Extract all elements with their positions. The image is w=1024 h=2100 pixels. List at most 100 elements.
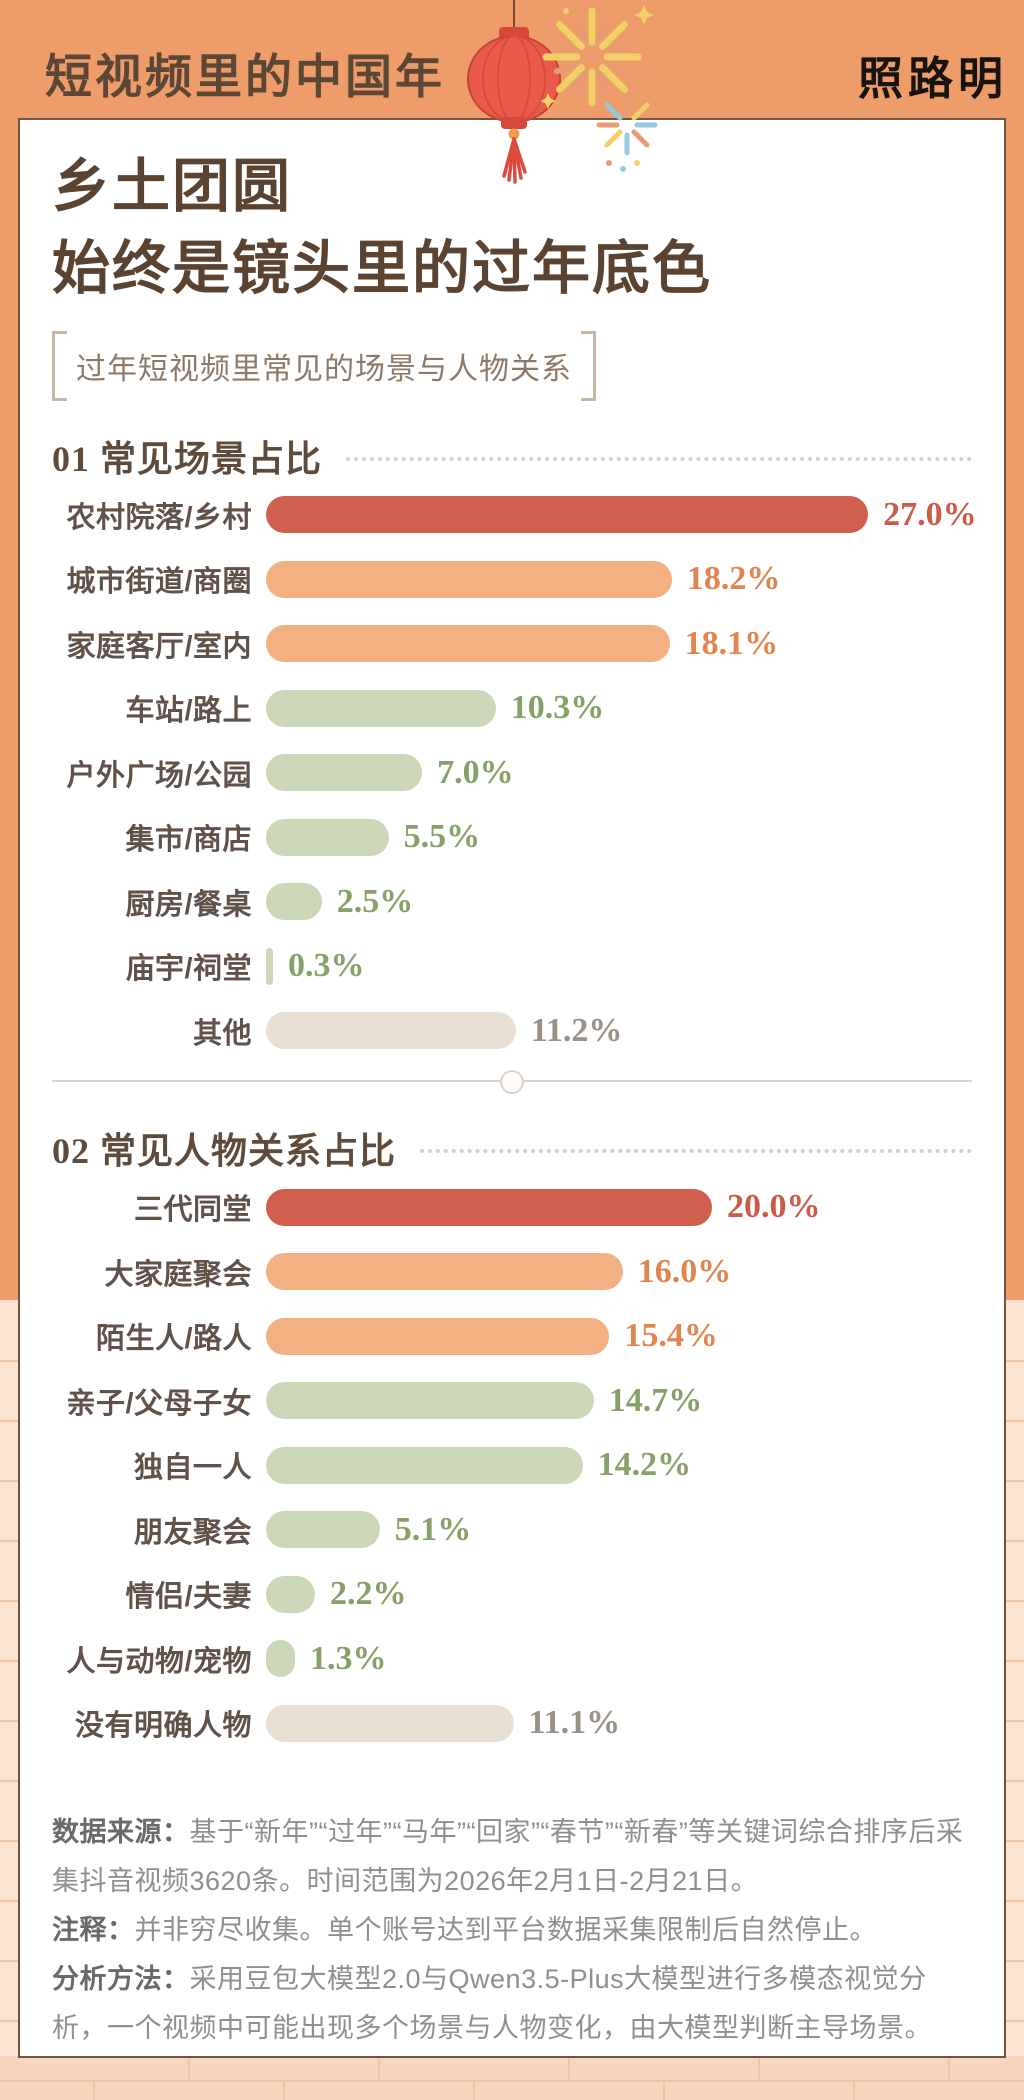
bar	[266, 1188, 712, 1226]
bar-value: 11.2%	[530, 1011, 623, 1049]
bar-label: 三代同堂	[133, 1194, 252, 1227]
left-bracket-decoration	[52, 330, 67, 401]
bar-label: 家庭客厅/室内	[66, 630, 252, 663]
bar-row: 没有明确人物 11.1%	[52, 1691, 972, 1756]
footnote: 分析方法：采用豆包大模型2.0与Qwen3.5-Plus大模型进行多模态视觉分析…	[52, 1955, 972, 2053]
bar-value: 5.5%	[403, 818, 481, 856]
bar-value: 27.0%	[883, 495, 977, 533]
bar-label: 厨房/餐桌	[125, 888, 252, 921]
bar-label: 城市街道/商圈	[66, 566, 252, 599]
bar	[266, 625, 670, 663]
bar-value: 0.3%	[288, 947, 365, 985]
bar-label: 车站/路上	[125, 695, 252, 728]
bar	[266, 1012, 516, 1050]
bar	[266, 1704, 514, 1742]
footnote-label: 数据来源：	[52, 1816, 190, 1847]
bar-row: 三代同堂 20.0%	[52, 1175, 972, 1240]
bar-row: 车站/路上 10.3%	[52, 676, 972, 741]
footnotes: 数据来源：基于“新年”“过年”“马年”“回家”“春节”“新春”等关键词综合排序后…	[52, 1808, 972, 2054]
brick	[665, 2082, 855, 2100]
banner-title: 短视频里的中国年	[45, 52, 445, 104]
dotted-leader-line	[420, 1149, 972, 1154]
bar-row: 其他 11.2%	[52, 999, 972, 1064]
section-header: 01 常见场景占比	[52, 433, 972, 479]
bar-value: 1.3%	[309, 1639, 387, 1677]
section-header: 02 常见人物关系占比	[52, 1125, 972, 1171]
footnote-text: 并非穷尽收集。单个账号达到平台数据采集限制后自然停止。	[134, 1914, 877, 1945]
bar-row: 集市/商店 5.5%	[52, 805, 972, 870]
brick	[855, 2082, 1024, 2100]
bar-value: 15.4%	[624, 1317, 718, 1355]
bar-label: 独自一人	[133, 1452, 252, 1485]
brick	[285, 2082, 475, 2100]
bar-chart: 农村院落/乡村 27.0% 城市街道/商圈 18.2% 家庭客厅/室内 18.1% 车站/路…	[52, 483, 976, 1064]
section-divider	[52, 1069, 972, 1095]
bar	[266, 1511, 380, 1549]
bar-label: 庙宇/祠堂	[125, 953, 252, 986]
small-firework-icon	[596, 94, 658, 172]
footnote: 数据来源：基于“新年”“过年”“马年”“回家”“春节”“新春”等关键词综合排序后…	[52, 1808, 972, 1906]
footnote-label: 分析方法：	[52, 1964, 190, 1995]
bar-label: 户外广场/公园	[66, 759, 252, 792]
bar-row: 情侣/夫妻 2.2%	[52, 1562, 972, 1627]
bar-label: 集市/商店	[125, 824, 252, 857]
bar-row: 朋友聚会 5.1%	[52, 1498, 972, 1563]
dotted-leader-line	[346, 456, 972, 461]
subtitle: 过年短视频里常见的场景与人物关系	[76, 352, 572, 386]
right-bracket-decoration	[581, 330, 596, 401]
bar	[266, 1640, 295, 1678]
bar	[266, 1253, 623, 1291]
main-title-line1: 乡土团圆	[52, 154, 293, 219]
brick-row	[0, 2080, 1024, 2100]
bar-value: 14.7%	[608, 1381, 703, 1419]
bar-row: 家庭客厅/室内 18.1%	[52, 612, 972, 677]
footnote-label: 注释：	[52, 1914, 135, 1945]
bar-row: 人与动物/宠物 1.3%	[52, 1627, 972, 1692]
bar-row: 厨房/餐桌 2.5%	[52, 870, 972, 935]
bar	[266, 883, 322, 921]
bar-value: 18.2%	[686, 560, 781, 598]
footnote: 注释：并非穷尽收集。单个账号达到平台数据采集限制后自然停止。	[52, 1906, 972, 1955]
brick	[0, 2082, 95, 2100]
bar-row: 陌生人/路人 15.4%	[52, 1304, 972, 1369]
bar-value: 14.2%	[597, 1446, 692, 1484]
bar-label: 大家庭聚会	[104, 1258, 252, 1291]
bar-row: 农村院落/乡村 27.0%	[52, 483, 976, 548]
bar-label: 农村院落/乡村	[66, 501, 252, 534]
bar	[266, 1446, 583, 1484]
bar-value: 16.0%	[637, 1252, 732, 1290]
bar-chart: 三代同堂 20.0% 大家庭聚会 16.0% 陌生人/路人 15.4% 亲子/父母子女 14.…	[52, 1175, 972, 1756]
bar-label: 其他	[192, 1017, 252, 1050]
bar-value: 5.1%	[394, 1510, 472, 1548]
bar	[266, 947, 273, 985]
bar	[266, 754, 423, 792]
bar-row: 独自一人 14.2%	[52, 1433, 972, 1498]
top-banner: 短视频里的中国年 照路明	[0, 0, 1024, 118]
section-title: 01 常见场景占比	[52, 438, 323, 479]
footnote-text: 基于“新年”“过年”“马年”“回家”“春节”“新春”等关键词综合排序后采集抖音视…	[52, 1816, 964, 1896]
chart-section-scenes: 01 常见场景占比 农村院落/乡村 27.0% 城市街道/商圈 18.2% 家庭客厅/室…	[52, 433, 977, 1064]
bar-value: 20.0%	[727, 1188, 821, 1226]
bar-value: 7.0%	[437, 753, 514, 791]
divider-dot-icon	[500, 1070, 524, 1095]
bar-value: 2.2%	[330, 1575, 407, 1613]
main-title: 乡土团圆始终是镜头里的过年底色	[52, 146, 972, 311]
bar-row: 大家庭聚会 16.0%	[52, 1240, 972, 1305]
bar-row: 亲子/父母子女 14.7%	[52, 1369, 972, 1434]
bar-row: 城市街道/商圈 18.2%	[52, 547, 972, 612]
bar-label: 没有明确人物	[74, 1710, 252, 1743]
brick	[475, 2082, 665, 2100]
main-title-line2: 始终是镜头里的过年底色	[52, 236, 713, 302]
bar	[266, 1575, 316, 1613]
bar-label: 陌生人/路人	[95, 1323, 252, 1356]
bar	[266, 689, 496, 727]
bar-value: 18.1%	[684, 624, 779, 662]
gold-firework-icon	[540, 5, 656, 109]
content-card: 乡土团圆始终是镜头里的过年底色 过年短视频里常见的场景与人物关系 01 常见场景…	[18, 118, 1006, 2058]
bar-value: 11.1%	[528, 1704, 621, 1742]
bar	[266, 1382, 594, 1420]
bar-label: 人与动物/宠物	[66, 1645, 252, 1678]
bar-value: 10.3%	[510, 689, 605, 727]
bar	[266, 496, 869, 534]
red-lantern-icon	[467, 0, 561, 184]
